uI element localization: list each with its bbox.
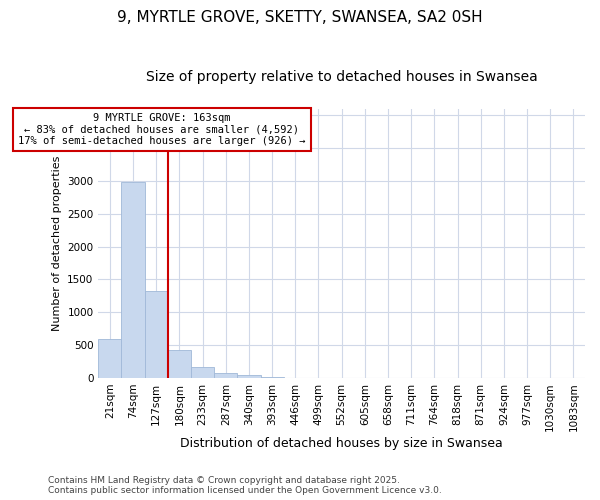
Text: 9, MYRTLE GROVE, SKETTY, SWANSEA, SA2 0SH: 9, MYRTLE GROVE, SKETTY, SWANSEA, SA2 0S…: [117, 10, 483, 25]
Bar: [191, 367, 214, 378]
Y-axis label: Number of detached properties: Number of detached properties: [52, 156, 62, 331]
Text: Contains HM Land Registry data © Crown copyright and database right 2025.
Contai: Contains HM Land Registry data © Crown c…: [48, 476, 442, 495]
Bar: [121, 182, 145, 378]
Bar: [214, 372, 238, 378]
Bar: [145, 290, 168, 378]
Bar: [238, 376, 260, 378]
X-axis label: Distribution of detached houses by size in Swansea: Distribution of detached houses by size …: [180, 437, 503, 450]
Title: Size of property relative to detached houses in Swansea: Size of property relative to detached ho…: [146, 70, 538, 84]
Bar: [168, 350, 191, 378]
Bar: [98, 338, 121, 378]
Text: 9 MYRTLE GROVE: 163sqm
← 83% of detached houses are smaller (4,592)
17% of semi-: 9 MYRTLE GROVE: 163sqm ← 83% of detached…: [18, 113, 305, 146]
